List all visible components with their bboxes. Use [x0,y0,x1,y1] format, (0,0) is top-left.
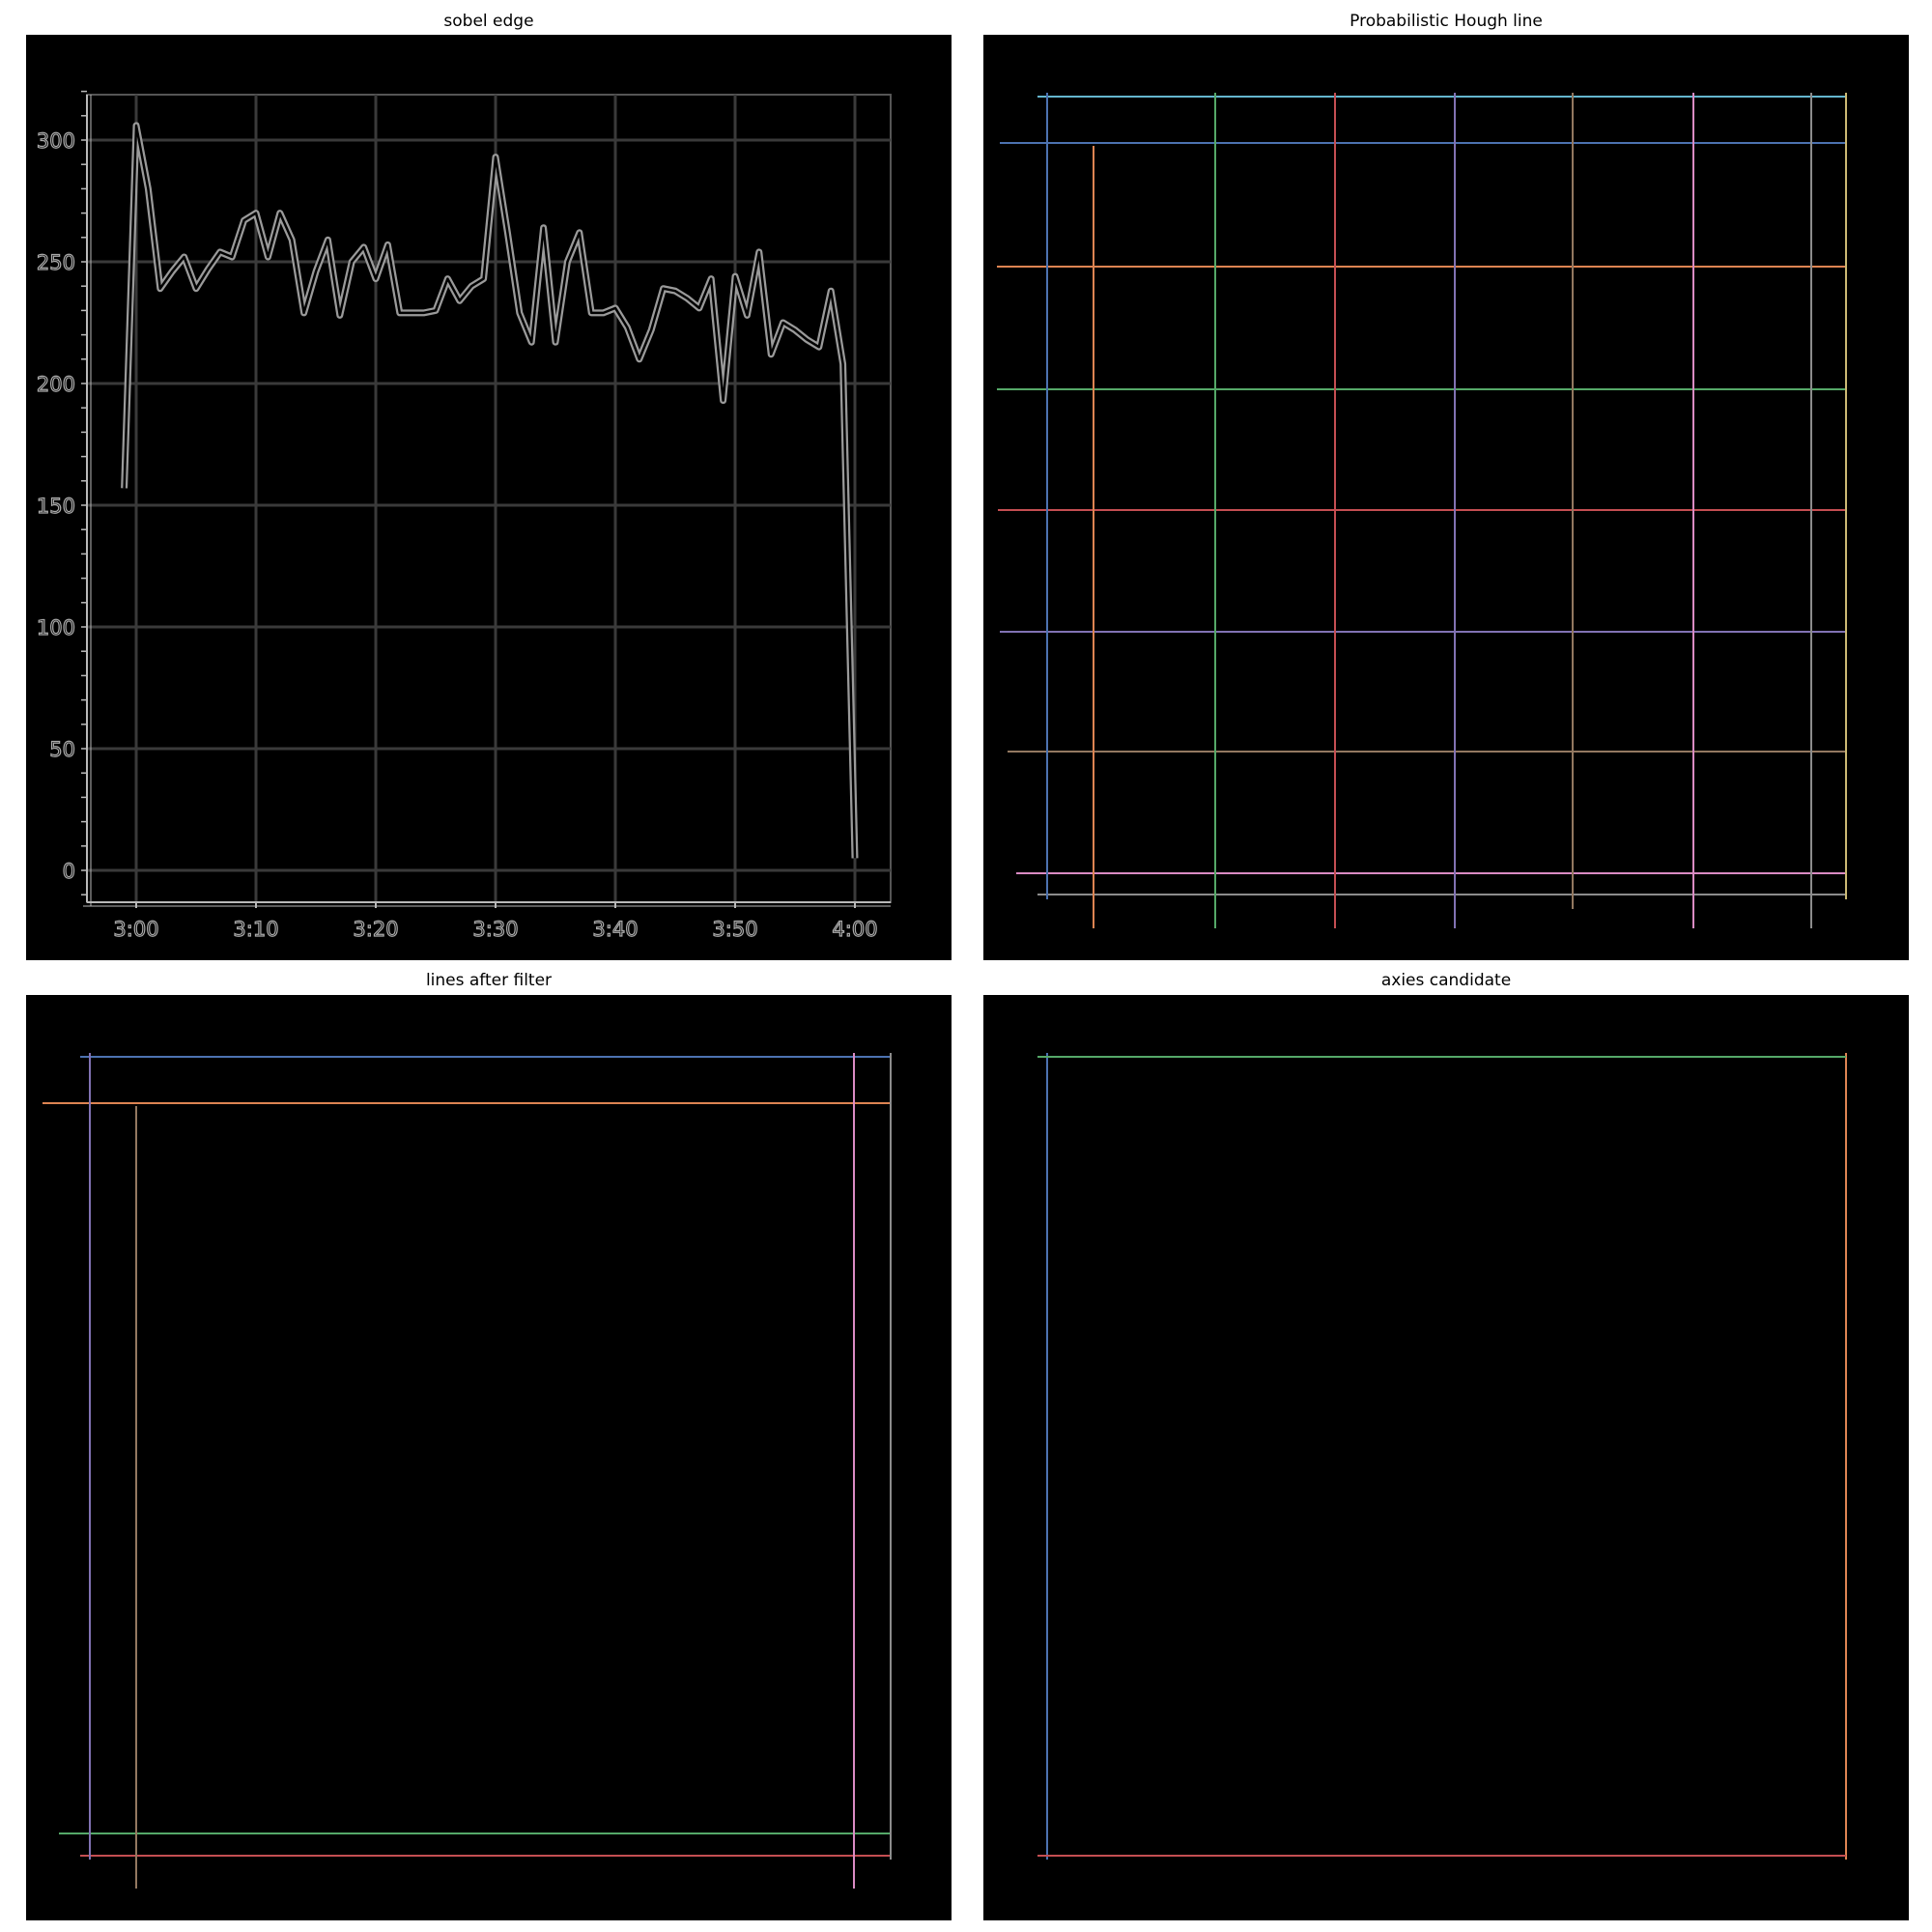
y-tick-label: 150 [37,495,75,518]
hough-line-plot [997,93,1847,928]
y-tick-label: 0 [63,860,75,883]
x-tick-label: 3:40 [592,918,638,941]
y-tick-label: 50 [49,738,75,761]
panel-title-hough-line: Probabilistic Hough line [1350,12,1543,31]
panel-title-axies-candidate: axies candidate [1380,971,1512,990]
y-tick-label: 100 [37,616,75,639]
data-line-core [123,124,857,859]
x-tick-label: 3:20 [353,918,398,941]
y-tick-label: 200 [37,373,75,396]
axies-candidate-panel [983,995,1909,1920]
x-tick-label: 3:50 [712,918,757,941]
x-tick-label: 3:00 [113,918,158,941]
lines-after-filter-panel [26,995,952,1920]
sobel-edge-panel: 3:00 3:10 3:20 3:30 3:40 3:50 4:00 0 50 100 150 200… [26,35,952,960]
x-tick-label: 4:00 [832,918,877,941]
sobel-edge-plot: 3:00 3:10 3:20 3:30 3:40 3:50 4:00 0 50 100 150 200… [36,90,892,942]
x-tick-label: 3:10 [233,918,278,941]
y-tick-label: 250 [37,251,75,274]
panel-title-lines-after-filter: lines after filter [425,971,553,990]
panel-title-sobel-edge: sobel edge [443,12,534,31]
y-tick-label: 300 [37,129,75,153]
hough-line-panel [983,35,1909,960]
lines-after-filter-plot [43,1053,892,1889]
x-tick-label: 3:30 [472,918,518,941]
axies-candidate-plot [1037,1053,1847,1860]
